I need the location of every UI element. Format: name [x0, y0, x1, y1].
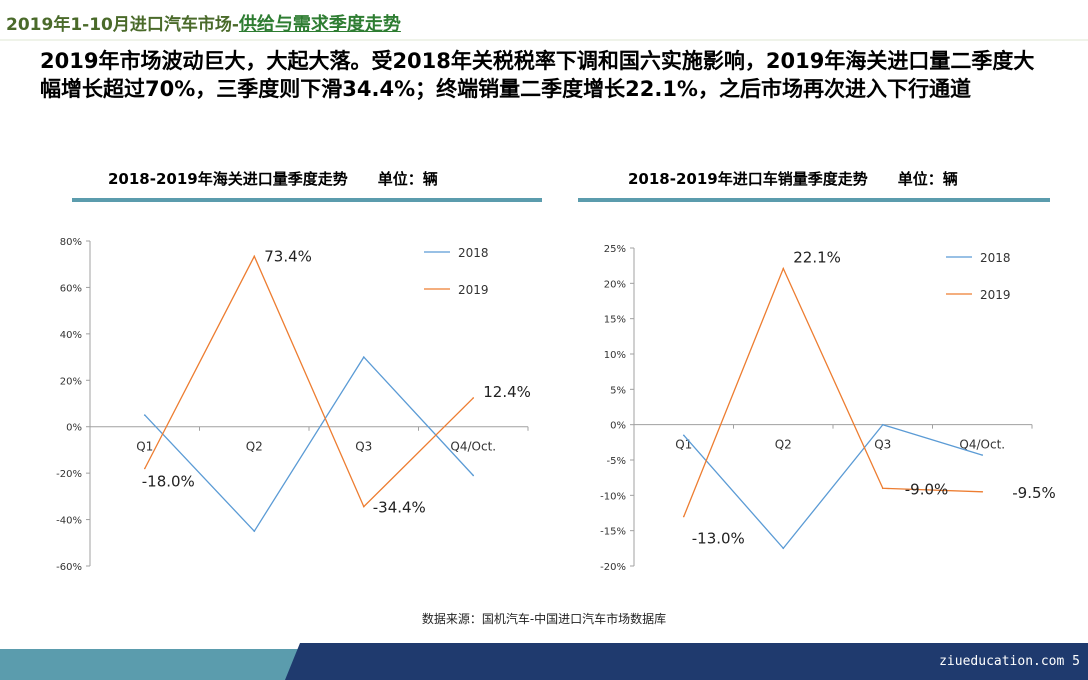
data-point-2018: [472, 474, 475, 477]
series-line-2019: [144, 254, 474, 508]
data-label: 73.4%: [264, 247, 312, 265]
y-tick-label: 20%: [604, 279, 626, 290]
right-chart-header: 2018-2019年进口车销量季度走势 单位：辆: [628, 168, 958, 198]
y-tick-label: -10%: [600, 491, 626, 502]
y-tick-label: 20%: [60, 376, 82, 387]
x-tick-label: Q3: [874, 438, 891, 452]
footer-band: [0, 643, 1088, 680]
data-point-2018: [143, 414, 146, 416]
y-tick-label: 0%: [66, 423, 82, 434]
x-tick-label: Q4/Oct.: [959, 438, 1005, 452]
left-chart-title: 2018-2019年海关进口量季度走势: [108, 170, 348, 188]
x-tick-label: Q1: [675, 438, 692, 452]
data-point-2019: [253, 255, 256, 258]
left-chart-rule: [72, 198, 542, 202]
title-bar-graphic: [0, 0, 1088, 44]
footer-site: ziueducation.com: [939, 654, 1065, 669]
legend-label-2018: 2018: [980, 251, 1011, 265]
legend-label-2018: 2018: [458, 246, 489, 260]
data-label: -9.5%: [1012, 484, 1056, 502]
y-tick-label: 5%: [610, 385, 626, 396]
data-point-2019: [472, 397, 475, 399]
data-point-2019: [362, 505, 365, 508]
series-line-2019: [683, 266, 983, 517]
y-tick-label: 60%: [60, 283, 82, 294]
series-line-2018: [683, 423, 983, 550]
data-point-2018: [881, 423, 884, 426]
data-source-note: 数据来源：国机汽车-中国进口汽车市场数据库: [421, 612, 667, 626]
y-tick-label: -60%: [56, 562, 82, 573]
x-tick-label: Q2: [775, 438, 792, 452]
y-tick-label: 10%: [604, 350, 626, 361]
page-title-sub: 供给与需求季度走势: [238, 14, 401, 35]
x-tick-label: Q2: [246, 440, 263, 454]
series-line-2018: [144, 356, 474, 533]
data-point-2018: [682, 434, 685, 437]
y-tick-label: -20%: [56, 469, 82, 480]
data-point-2019: [981, 491, 984, 493]
x-tick-label: Q4/Oct.: [450, 440, 496, 454]
data-point-2018: [981, 454, 984, 456]
footer-text: ziueducation.com 5: [939, 654, 1080, 669]
left-chart-unit: 单位：辆: [377, 170, 438, 188]
data-label: -9.0%: [905, 480, 949, 498]
legend-label-2019: 2019: [980, 288, 1011, 302]
left-chart: 80% 60% 40% 20% 0% -20% -40% -60% Q1 Q2 Q3 Q4/Oct. 2…: [56, 237, 531, 573]
x-tick-label: Q3: [355, 440, 372, 454]
page-title: 2019年1-10月进口汽车市场-供给与需求季度走势: [6, 10, 401, 36]
data-point-2018: [362, 356, 365, 358]
right-chart-title: 2018-2019年进口车销量季度走势: [628, 170, 868, 188]
y-tick-label: 25%: [604, 244, 626, 255]
y-tick-label: 0%: [610, 421, 626, 432]
y-tick-label: -15%: [600, 527, 626, 538]
right-chart-unit: 单位：辆: [897, 170, 958, 188]
data-label: -34.4%: [373, 499, 426, 517]
y-tick-label: -20%: [600, 562, 626, 573]
y-tick-label: 80%: [60, 237, 82, 248]
data-point-2019: [881, 487, 884, 490]
data-label: 22.1%: [793, 248, 841, 266]
page-number: 5: [1072, 654, 1080, 669]
data-label: 12.4%: [483, 383, 531, 401]
headline: 2019年市场波动巨大，大起大落。受2018年关税税率下调和国六实施影响，201…: [40, 49, 1035, 101]
data-point-2018: [782, 547, 785, 550]
legend-label-2019: 2019: [458, 283, 489, 297]
x-tick-label: Q1: [136, 440, 153, 454]
right-chart-rule: [578, 198, 1050, 202]
y-tick-label: 40%: [60, 330, 82, 341]
y-tick-label: -40%: [56, 516, 82, 527]
y-tick-label: 15%: [604, 315, 626, 326]
data-point-2019: [143, 467, 146, 470]
page-title-main: 2019年1-10月进口汽车市场-: [6, 15, 239, 35]
left-chart-header: 2018-2019年海关进口量季度走势 单位：辆: [108, 168, 438, 198]
data-point-2018: [253, 530, 256, 532]
right-chart: 25% 20% 15% 10% 5% 0% -5% -10% -15% -20% Q1 Q2 Q3 Q4/…: [600, 244, 1056, 573]
data-point-2019: [782, 267, 785, 270]
data-label: -13.0%: [692, 530, 745, 548]
data-label: -18.0%: [142, 473, 195, 491]
y-tick-label: -5%: [607, 456, 626, 467]
data-point-2019: [682, 515, 685, 518]
